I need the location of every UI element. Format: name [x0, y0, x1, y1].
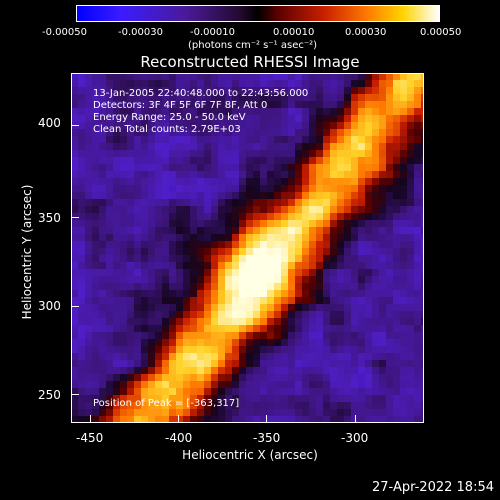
y-tick-mark: [71, 306, 79, 307]
x-tick-label: -300: [341, 431, 369, 445]
info-peak-position: Position of Peak = [-363,317]: [93, 398, 240, 409]
y-tick-mark: [71, 394, 79, 395]
x-tick-mark: [90, 415, 91, 423]
image-title: Reconstructed RHESSI Image: [140, 53, 360, 71]
info-time-range: 13-Jan-2005 22:40:48.000 to 22:43:56.000: [93, 88, 309, 99]
info-clean: Clean Total counts: 2.79E+03: [93, 124, 241, 135]
x-tick-label: -450: [76, 431, 104, 445]
y-tick-label: 300: [38, 299, 61, 313]
y-tick-mark: [71, 217, 79, 218]
y-tick-label: 400: [38, 116, 61, 130]
colorbar-tick: -0.00050: [42, 27, 87, 38]
colorbar-units: (photons cm⁻² s⁻¹ asec⁻²): [188, 40, 318, 51]
x-tick-mark: [355, 415, 356, 423]
y-tick-label: 350: [38, 211, 61, 225]
x-tick-mark: [266, 415, 267, 423]
colorbar: [76, 5, 440, 22]
x-axis-label: Heliocentric X (arcsec): [182, 448, 318, 462]
rhessi-image-pixels: [71, 73, 424, 423]
rhessi-image: [71, 73, 424, 423]
y-tick-mark: [71, 125, 79, 126]
y-tick-label: 250: [38, 388, 61, 402]
x-tick-mark: [178, 415, 179, 423]
colorbar-tick: 0.00010: [273, 27, 315, 38]
colorbar-tick: -0.00010: [190, 27, 235, 38]
colorbar-tick: -0.00030: [118, 27, 163, 38]
info-energy: Energy Range: 25.0 - 50.0 keV: [93, 112, 246, 123]
x-tick-label: -400: [165, 431, 193, 445]
x-tick-label: -350: [253, 431, 281, 445]
colorbar-tick: 0.00030: [345, 27, 387, 38]
info-detectors: Detectors: 3F 4F 5F 6F 7F 8F, Att 0: [93, 100, 268, 111]
colorbar-tick: 0.00050: [420, 27, 462, 38]
timestamp: 27-Apr-2022 18:54: [372, 480, 494, 495]
y-axis-label: Heliocentric Y (arcsec): [20, 184, 34, 320]
